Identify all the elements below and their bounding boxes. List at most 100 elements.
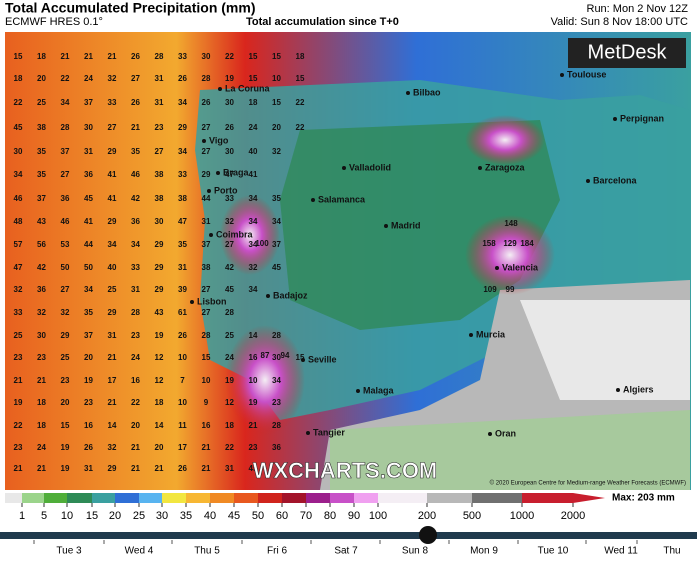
grid-value: 10 [202,376,211,385]
copyright: © 2020 European Centre for Medium-range … [490,480,686,487]
scale-segment [472,493,522,503]
city-label: Murcia [476,329,506,339]
grid-value: 18 [37,52,46,61]
grid-value: 46 [61,217,70,226]
grid-value: 21 [131,443,140,452]
grid-value: 35 [178,240,187,249]
grid-value: 24 [37,443,46,452]
grid-value: 34 [249,285,258,294]
grid-value: 21 [108,353,117,362]
grid-value: 22 [131,398,140,407]
city-dot [311,198,315,202]
grid-value: 19 [61,443,70,452]
grid-value: 11 [178,421,187,430]
city-label: Valencia [502,262,539,272]
grid-value: 45 [272,263,281,272]
scale-label: 1000 [510,510,534,522]
grid-value: 30 [225,98,234,107]
grid-value: 19 [14,398,23,407]
grid-value: 22 [225,443,234,452]
day-label[interactable]: Sun 8 [402,546,429,557]
grid-value: 10 [178,353,187,362]
city-label: Coimbra [216,229,254,239]
grid-value: 27 [202,308,211,317]
grid-value: 26 [131,52,140,61]
city-label: Zaragoza [485,162,526,172]
grid-value: 20 [37,74,46,83]
grid-value: 15 [272,52,281,61]
grid-value: 47 [178,217,187,226]
day-label[interactable]: Tue 3 [56,546,82,557]
grid-value: 18 [14,74,23,83]
grid-value: 21 [155,464,164,473]
day-label[interactable]: Thu 5 [194,546,220,557]
scale-label: 40 [204,510,216,522]
city-label: Oran [495,428,516,438]
grid-value: 26 [178,464,187,473]
grid-value: 27 [202,123,211,132]
title: Total Accumulated Precipitation (mm) [5,0,255,16]
city-label: Salamanca [318,194,366,204]
day-label[interactable]: Mon 9 [470,546,498,557]
grid-value: 36 [61,194,70,203]
grid-value: 48 [14,217,23,226]
scale-segment [22,493,44,503]
city-dot [495,266,499,270]
grid-value: 34 [131,240,140,249]
day-label[interactable]: Wed 11 [604,546,638,557]
grid-value: 29 [108,147,117,156]
grid-value: 34 [84,285,93,294]
scale-segment [162,493,186,503]
city-dot [469,333,473,337]
grid-value: 22 [14,421,23,430]
grid-value: 29 [155,240,164,249]
grid-value: 30 [37,331,46,340]
scale-segment [258,493,282,503]
grid-value: 34 [272,217,281,226]
peak-value: 109 [483,285,497,294]
grid-value: 31 [155,74,164,83]
grid-value: 43 [37,217,46,226]
day-label[interactable]: Tue 10 [538,546,569,557]
grid-value: 21 [37,376,46,385]
grid-value: 20 [131,421,140,430]
scale-label: 200 [418,510,436,522]
city-dot [266,294,270,298]
grid-value: 39 [178,285,187,294]
grid-value: 42 [225,263,234,272]
city-dot [384,224,388,228]
grid-value: 31 [108,331,117,340]
grid-value: 19 [84,376,93,385]
grid-value: 38 [178,194,187,203]
grid-value: 36 [84,170,93,179]
scale-segment [44,493,67,503]
grid-value: 30 [225,147,234,156]
city-dot [202,139,206,143]
grid-value: 15 [249,74,258,83]
grid-value: 26 [131,98,140,107]
grid-value: 18 [37,421,46,430]
grid-value: 44 [202,194,211,203]
grid-value: 29 [155,285,164,294]
grid-value: 56 [37,240,46,249]
grid-value: 20 [84,353,93,362]
day-label[interactable]: Wed 4 [125,546,154,557]
time-marker[interactable] [419,526,437,544]
scale-label: 80 [324,510,336,522]
peak-value: 158 [482,239,496,248]
peak-value: 99 [506,285,515,294]
grid-value: 42 [131,194,140,203]
grid-value: 33 [178,170,187,179]
grid-value: 23 [272,398,281,407]
day-label[interactable]: Fri 6 [267,546,287,557]
valid: Valid: Sun 8 Nov 18:00 UTC [551,16,688,28]
city-dot [209,233,213,237]
grid-value: 45 [249,464,258,473]
day-label[interactable]: Sat 7 [334,546,358,557]
scale-segment [354,493,378,503]
scale-segment [378,493,427,503]
grid-value: 38 [155,194,164,203]
day-label[interactable]: Thu [663,546,680,557]
grid-value: 43 [155,308,164,317]
grid-value: 32 [61,308,70,317]
